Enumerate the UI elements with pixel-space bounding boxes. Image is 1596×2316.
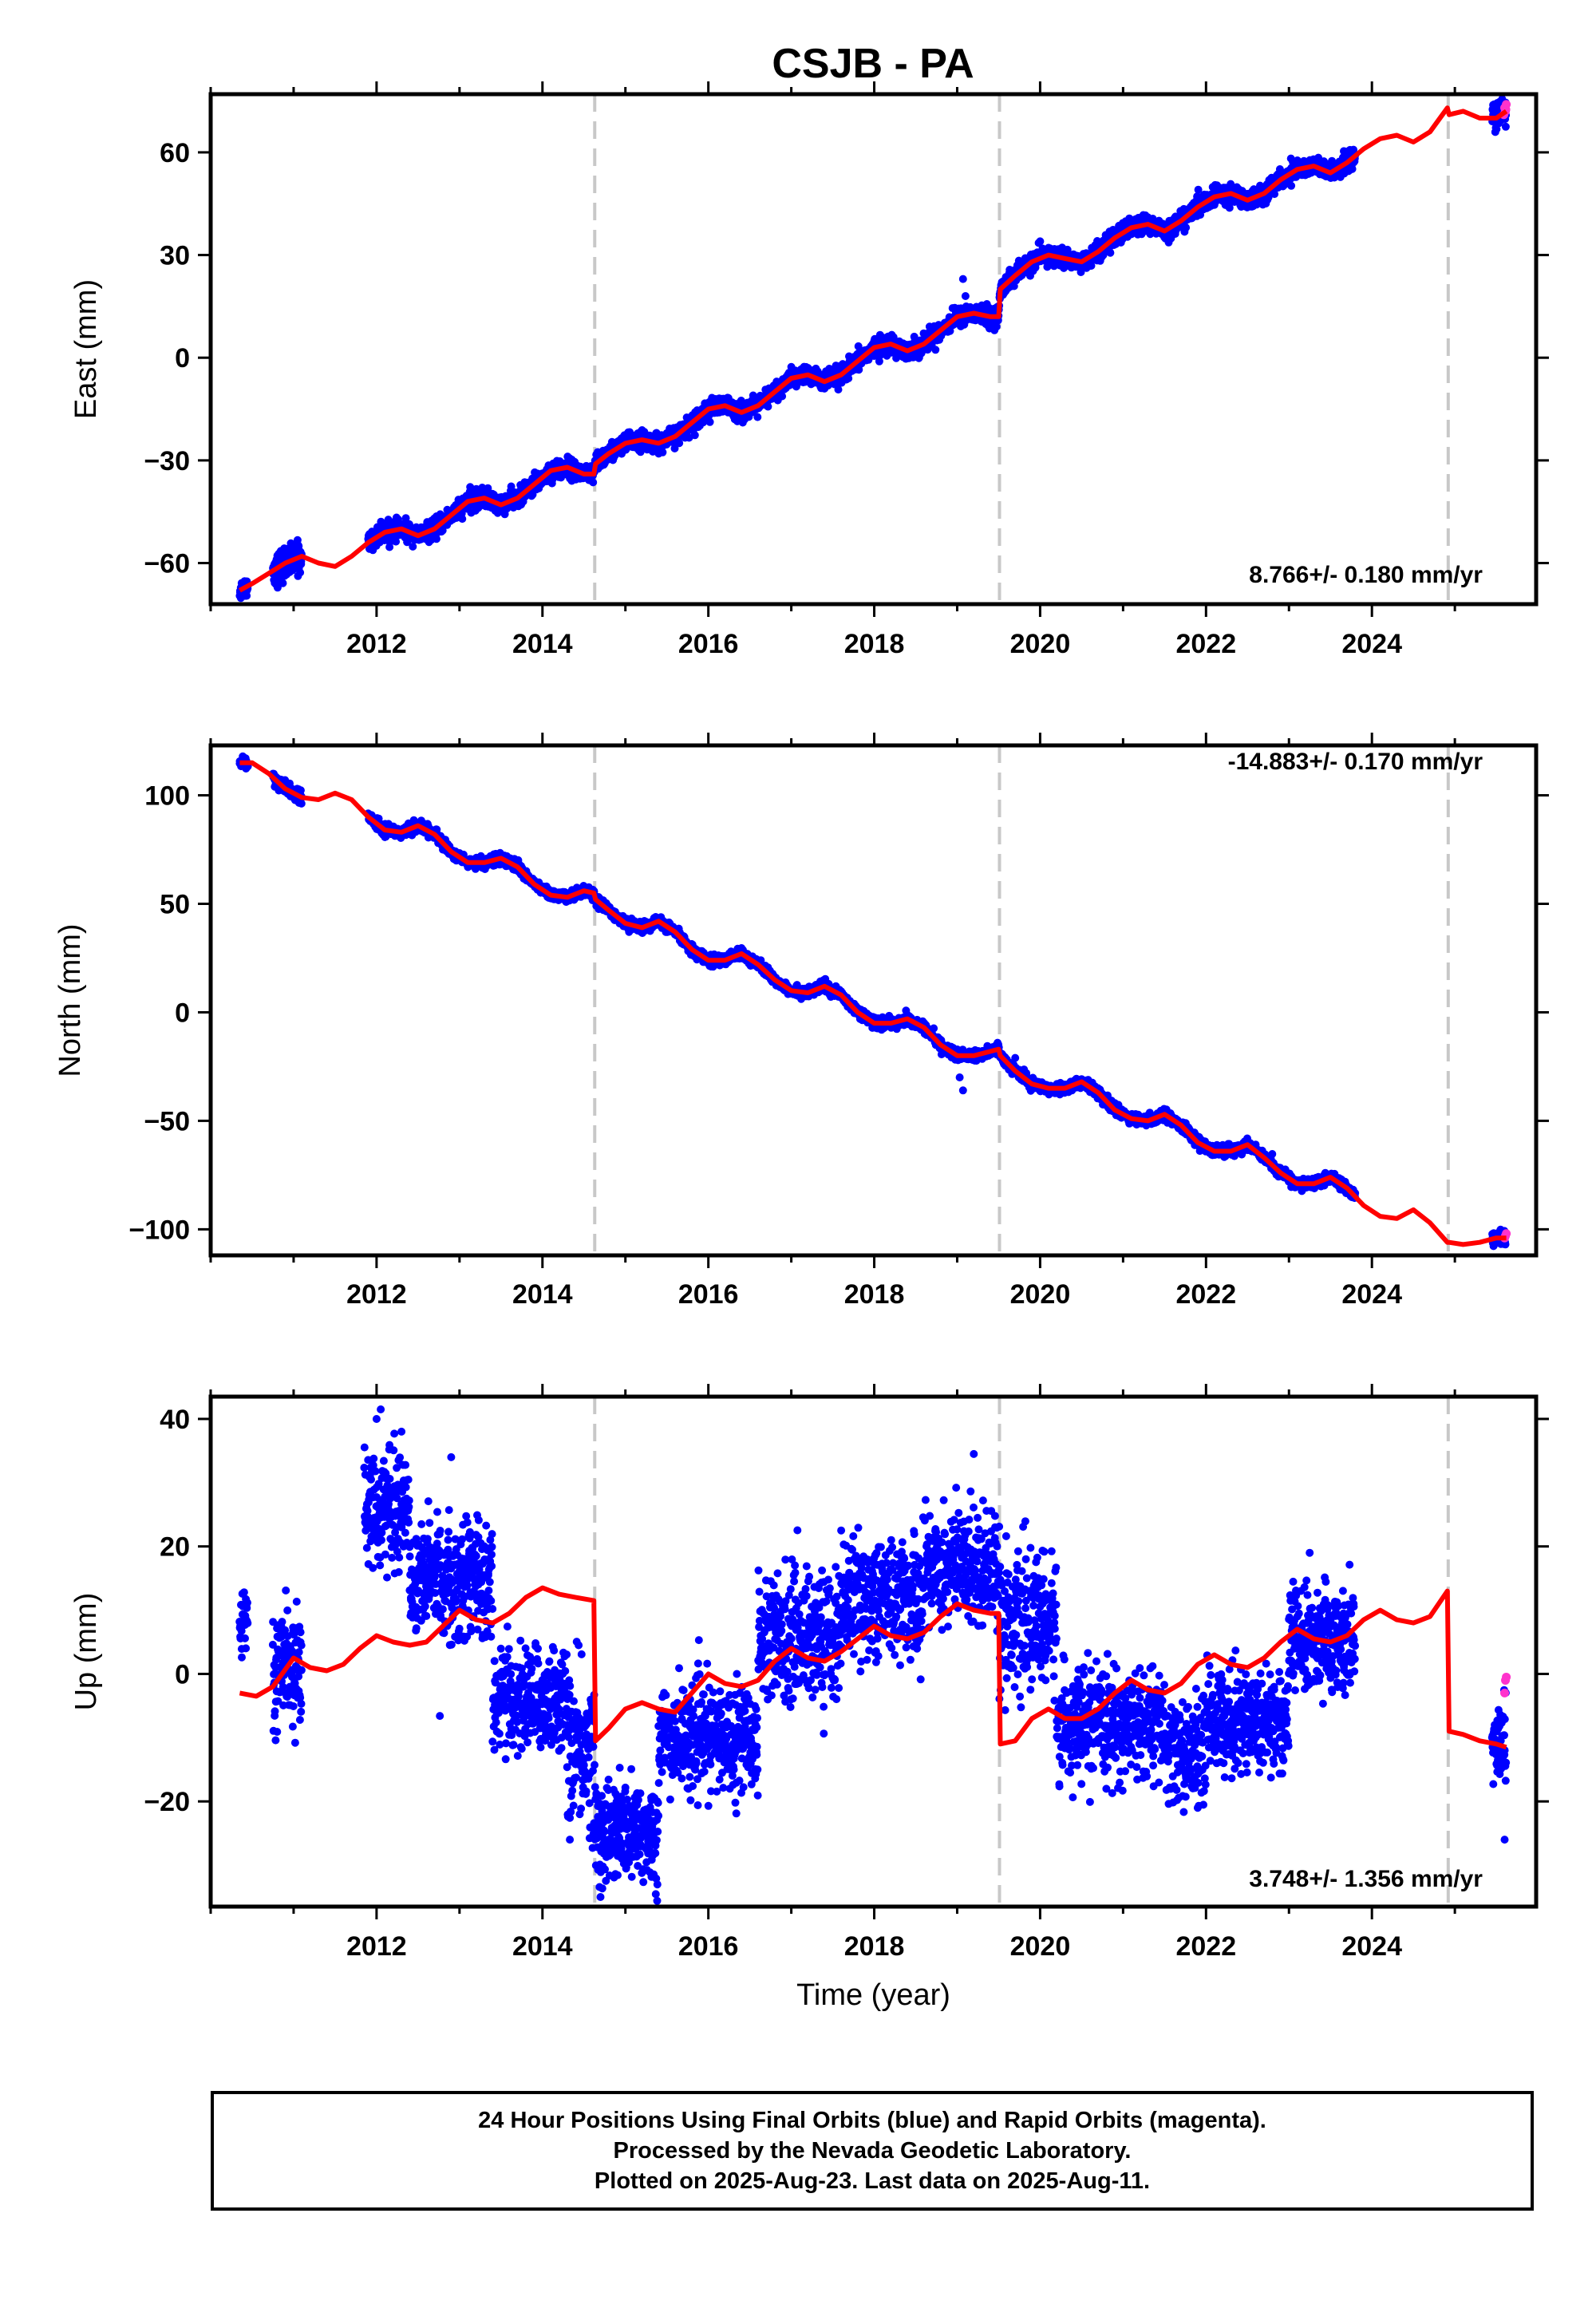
time-axis-label: Time (year) — [796, 1978, 950, 2012]
up-y-axis-label: Up (mm) — [69, 1593, 103, 1711]
footer-box: 24 Hour Positions Using Final Orbits (bl… — [211, 2091, 1534, 2211]
up-panel: 2012 2014 2016 2018 2020 2022 2024 −20 0 20 40 3.7… — [69, 1384, 1549, 2012]
north-panel: 2012 2014 2016 2018 2020 2022 2024 −100 −50 0 50 10… — [53, 733, 1549, 1310]
up-plot-frame — [208, 1394, 1539, 1909]
y-tick-label: −30 — [144, 446, 190, 476]
north-rate-label: -14.883+/- 0.170 mm/yr — [1228, 749, 1483, 775]
x-tick-label: 2020 — [1010, 1279, 1071, 1310]
x-tick-label: 2016 — [678, 1279, 739, 1310]
north-axis-ticks: 2012 2014 2016 2018 2020 2022 2024 −100 −50 0 50 10… — [128, 733, 1549, 1310]
final-orbit-dots — [235, 752, 1511, 1251]
east-y-axis-label: East (mm) — [69, 279, 103, 419]
north-plot-frame — [208, 743, 1539, 1258]
final-orbit-dots — [235, 1405, 1511, 1905]
east-panel: 2012 2014 2016 2018 2020 2022 2024−60−3003060 … — [69, 81, 1549, 659]
x-tick-label: 2020 — [1010, 1931, 1071, 1962]
x-tick-label: 2024 — [1341, 1279, 1402, 1310]
y-tick-label: 20 — [160, 1532, 190, 1563]
x-tick-label: 2024 — [1341, 629, 1402, 659]
x-tick-label: 2022 — [1175, 1931, 1236, 1962]
x-tick-label: 2018 — [844, 1931, 905, 1962]
up-axis-ticks: 2012 2014 2016 2018 2020 2022 2024 −20 0 20 40 — [144, 1384, 1549, 1962]
rapid-orbit-point — [1500, 1688, 1510, 1697]
x-tick-label: 2016 — [678, 1931, 739, 1962]
up-rate-label: 3.748+/- 1.356 mm/yr — [1249, 1866, 1483, 1892]
north-y-axis-label: North (mm) — [53, 923, 87, 1077]
footer-line-1: 24 Hour Positions Using Final Orbits (bl… — [478, 2108, 1266, 2133]
x-tick-label: 2012 — [346, 1279, 407, 1310]
y-tick-label: −50 — [144, 1106, 190, 1136]
y-tick-label: −100 — [128, 1215, 190, 1245]
y-tick-label: 40 — [160, 1405, 190, 1435]
y-tick-label: −20 — [144, 1787, 190, 1817]
model-line — [239, 760, 1507, 1247]
y-tick-label: −60 — [144, 549, 190, 579]
x-tick-label: 2018 — [844, 629, 905, 659]
y-tick-label: 60 — [160, 138, 190, 168]
up-final-orbit-points — [235, 1405, 1511, 1905]
x-tick-label: 2012 — [346, 1931, 407, 1962]
east-model-curve — [238, 105, 1508, 593]
east-axis-ticks: 2012 2014 2016 2018 2020 2022 2024 −60 −30 0 30 60 — [144, 81, 1549, 659]
east-rate-label: 8.766+/- 0.180 mm/yr — [1249, 562, 1483, 588]
rapid-orbit-point — [1502, 1672, 1511, 1682]
y-tick-label: 0 — [175, 343, 190, 373]
y-tick-label: 0 — [175, 998, 190, 1028]
north-step-lines — [593, 745, 1450, 1255]
east-step-lines — [593, 94, 1450, 604]
model-line — [239, 1585, 1507, 1750]
north-model-curve — [239, 760, 1507, 1247]
north-final-orbit-points — [235, 752, 1511, 1251]
x-tick-label: 2022 — [1175, 1279, 1236, 1310]
chart-title: CSJB - PA — [772, 41, 974, 87]
y-tick-label: 100 — [144, 781, 190, 812]
x-tick-label: 2020 — [1010, 629, 1071, 659]
x-tick-label: 2014 — [512, 1931, 573, 1962]
y-tick-label: 30 — [160, 241, 190, 271]
y-tick-label: 50 — [160, 889, 190, 919]
y-tick-label: 0 — [175, 1659, 190, 1690]
x-tick-label: 2014 — [512, 629, 573, 659]
footer-line-2: Processed by the Nevada Geodetic Laborat… — [613, 2138, 1132, 2164]
up-rapid-orbit-points — [1500, 1672, 1511, 1697]
east-plot-frame — [208, 92, 1539, 607]
footer-line-3: Plotted on 2025-Aug-23. Last data on 202… — [594, 2168, 1151, 2194]
x-tick-label: 2014 — [512, 1279, 573, 1310]
x-tick-label: 2016 — [678, 629, 739, 659]
up-model-curve — [239, 1585, 1507, 1750]
x-tick-label: 2022 — [1175, 629, 1236, 659]
x-tick-label: 2012 — [346, 629, 407, 659]
model-line — [238, 105, 1508, 593]
x-tick-label: 2024 — [1341, 1931, 1402, 1962]
x-tick-label: 2018 — [844, 1279, 905, 1310]
